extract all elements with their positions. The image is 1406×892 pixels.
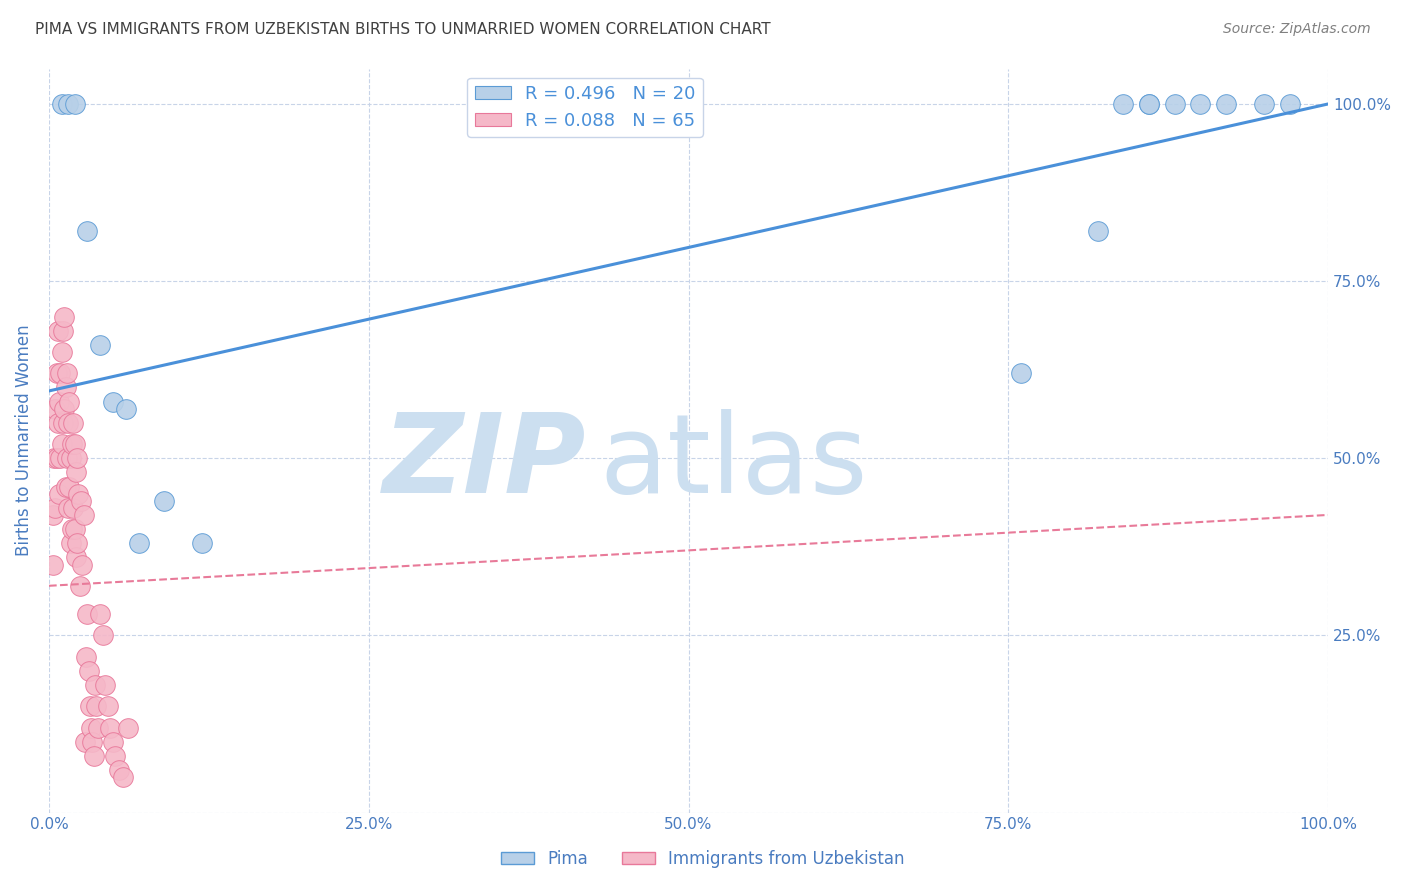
Point bbox=[77, 664, 100, 678]
Point bbox=[51, 345, 73, 359]
Text: PIMA VS IMMIGRANTS FROM UZBEKISTAN BIRTHS TO UNMARRIED WOMEN CORRELATION CHART: PIMA VS IMMIGRANTS FROM UZBEKISTAN BIRTH… bbox=[35, 22, 770, 37]
Point bbox=[56, 97, 79, 112]
Point bbox=[63, 522, 86, 536]
Point bbox=[70, 493, 93, 508]
Point bbox=[58, 480, 80, 494]
Text: Source: ZipAtlas.com: Source: ZipAtlas.com bbox=[1223, 22, 1371, 37]
Point bbox=[89, 338, 111, 352]
Point bbox=[84, 678, 107, 692]
Point bbox=[66, 536, 89, 550]
Point bbox=[56, 416, 79, 430]
Point bbox=[1112, 97, 1135, 112]
Point bbox=[52, 416, 75, 430]
Point bbox=[59, 536, 82, 550]
Point bbox=[1189, 97, 1212, 112]
Point bbox=[49, 451, 72, 466]
Point bbox=[1163, 97, 1185, 112]
Point bbox=[51, 437, 73, 451]
Text: atlas: atlas bbox=[599, 409, 868, 516]
Point bbox=[62, 416, 84, 430]
Point bbox=[1137, 97, 1160, 112]
Point bbox=[101, 734, 124, 748]
Point bbox=[97, 699, 120, 714]
Point bbox=[100, 721, 122, 735]
Point bbox=[67, 486, 90, 500]
Point bbox=[48, 486, 70, 500]
Point bbox=[153, 493, 176, 508]
Point bbox=[191, 536, 214, 550]
Point bbox=[65, 466, 87, 480]
Point bbox=[112, 770, 135, 784]
Point bbox=[83, 748, 105, 763]
Legend: R = 0.496   N = 20, R = 0.088   N = 65: R = 0.496 N = 20, R = 0.088 N = 65 bbox=[467, 78, 703, 137]
Point bbox=[76, 607, 98, 621]
Point bbox=[108, 763, 131, 777]
Point bbox=[1253, 97, 1275, 112]
Point bbox=[58, 394, 80, 409]
Point bbox=[128, 536, 150, 550]
Point bbox=[70, 558, 93, 572]
Point bbox=[1278, 97, 1301, 112]
Point bbox=[101, 394, 124, 409]
Point bbox=[114, 401, 136, 416]
Y-axis label: Births to Unmarried Women: Births to Unmarried Women bbox=[15, 325, 32, 557]
Point bbox=[104, 748, 127, 763]
Point bbox=[79, 699, 101, 714]
Point bbox=[42, 451, 65, 466]
Point bbox=[1137, 97, 1160, 112]
Point bbox=[80, 721, 103, 735]
Point bbox=[60, 522, 83, 536]
Point bbox=[45, 451, 67, 466]
Legend: Pima, Immigrants from Uzbekistan: Pima, Immigrants from Uzbekistan bbox=[495, 844, 911, 875]
Point bbox=[1215, 97, 1237, 112]
Point bbox=[56, 451, 79, 466]
Point bbox=[44, 401, 66, 416]
Point bbox=[56, 366, 79, 380]
Point bbox=[59, 451, 82, 466]
Point bbox=[44, 500, 66, 515]
Point bbox=[52, 324, 75, 338]
Point bbox=[49, 366, 72, 380]
Point bbox=[75, 649, 97, 664]
Point bbox=[94, 678, 117, 692]
Point bbox=[62, 500, 84, 515]
Text: ZIP: ZIP bbox=[382, 409, 586, 516]
Point bbox=[45, 366, 67, 380]
Point bbox=[48, 394, 70, 409]
Point bbox=[56, 500, 79, 515]
Point bbox=[117, 721, 139, 735]
Point bbox=[69, 579, 91, 593]
Point bbox=[72, 508, 94, 522]
Point bbox=[53, 401, 76, 416]
Point bbox=[73, 734, 96, 748]
Point bbox=[51, 97, 73, 112]
Point bbox=[84, 699, 107, 714]
Point bbox=[63, 437, 86, 451]
Point bbox=[53, 310, 76, 324]
Point bbox=[55, 380, 77, 394]
Point bbox=[82, 734, 104, 748]
Point bbox=[86, 721, 108, 735]
Point bbox=[1087, 225, 1109, 239]
Point bbox=[66, 451, 89, 466]
Point bbox=[46, 416, 69, 430]
Point bbox=[42, 558, 65, 572]
Point bbox=[55, 480, 77, 494]
Point bbox=[46, 324, 69, 338]
Point bbox=[91, 628, 114, 642]
Point bbox=[42, 508, 65, 522]
Point bbox=[63, 97, 86, 112]
Point bbox=[65, 550, 87, 565]
Point bbox=[89, 607, 111, 621]
Point bbox=[60, 437, 83, 451]
Point bbox=[1010, 366, 1032, 380]
Point bbox=[76, 225, 98, 239]
